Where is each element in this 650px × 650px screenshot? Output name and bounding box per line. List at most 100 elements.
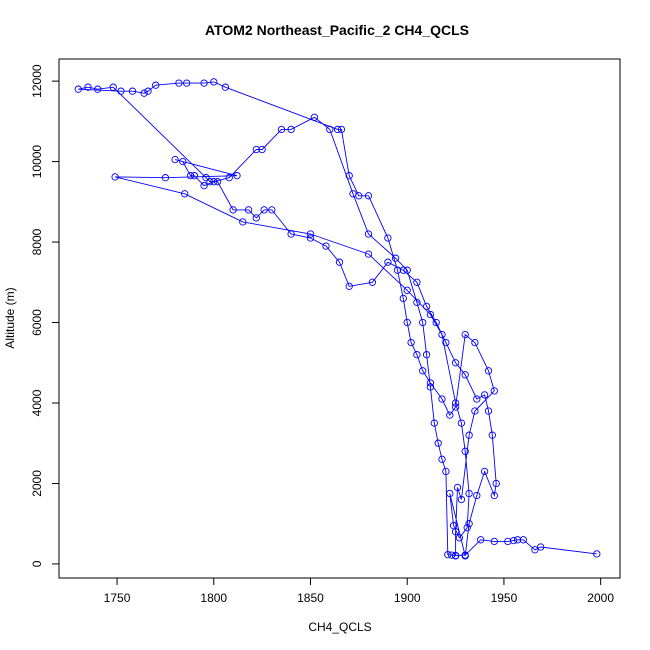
y-tick-label: 2000 [30, 470, 44, 497]
data-point [306, 234, 315, 242]
y-axis-label: Altitude (m) [3, 287, 17, 348]
data-point [287, 125, 295, 134]
y-axis: 0 2000 4000 6000 8000 10000 12000 [30, 64, 60, 567]
data-point [384, 258, 392, 266]
x-axis-label: CH4_QCLS [308, 620, 371, 634]
data-point [438, 330, 446, 339]
data-point [310, 113, 319, 121]
data-point [426, 383, 435, 391]
y-tick-label: 6000 [30, 309, 44, 336]
data-point [451, 359, 460, 367]
data-point [200, 182, 208, 190]
data-point [140, 89, 148, 97]
data-point [465, 520, 473, 528]
data-point [335, 258, 344, 266]
x-tick-label: 1900 [394, 591, 421, 605]
data-point [225, 174, 233, 182]
data-point [345, 282, 353, 290]
data-point [210, 78, 218, 86]
data-point [442, 467, 450, 476]
data-point [438, 395, 446, 403]
data-point [438, 455, 446, 463]
data-point [461, 330, 469, 339]
data-point [407, 338, 415, 347]
data-point [161, 174, 170, 182]
data-point [252, 145, 260, 154]
data-point [213, 178, 222, 186]
data-point [451, 552, 460, 560]
data-point [221, 83, 230, 91]
data-point [434, 439, 442, 447]
data-point [453, 483, 462, 492]
x-tick-label: 1950 [491, 591, 518, 605]
y-tick-label: 12000 [30, 64, 44, 98]
data-point [432, 318, 440, 327]
data-point [364, 250, 373, 258]
x-tick-label: 2000 [587, 591, 614, 605]
data-point [430, 419, 438, 427]
data-point [480, 467, 489, 476]
data-point [509, 536, 518, 545]
data-point [152, 81, 160, 89]
y-tick-label: 10000 [30, 145, 44, 179]
data-point [444, 551, 452, 559]
data-point [490, 491, 498, 500]
data-point [364, 192, 373, 200]
data-point [175, 79, 183, 87]
data-point [233, 172, 241, 180]
data-point [384, 234, 392, 242]
data-point [473, 491, 481, 500]
data-point [94, 85, 102, 93]
data-point [593, 550, 601, 558]
data-point [144, 87, 152, 95]
data-point [413, 351, 421, 359]
series-line-path [78, 81, 597, 557]
data-point [422, 302, 431, 311]
data-point [74, 85, 82, 93]
data-point [111, 173, 119, 181]
data-point [457, 419, 466, 427]
data-point [519, 536, 527, 544]
data-point [473, 395, 481, 403]
data-point [393, 266, 402, 274]
data-point [287, 230, 295, 238]
y-tick-label: 8000 [30, 228, 44, 255]
data-point [322, 242, 330, 250]
data-point [355, 192, 363, 200]
data-point [403, 266, 411, 274]
data-point [419, 367, 427, 375]
data-point [457, 495, 466, 504]
data-point [484, 407, 493, 415]
data-point [480, 391, 489, 399]
data-point [128, 87, 137, 95]
data-point [403, 318, 411, 327]
data-point [451, 403, 460, 411]
data-point [333, 125, 342, 134]
data-point [531, 546, 539, 554]
data-point [455, 534, 464, 542]
series-line [78, 81, 597, 557]
data-point [451, 399, 460, 407]
data-point [399, 266, 407, 274]
x-axis: 1750 1800 1850 1900 1950 2000 [104, 577, 614, 605]
data-point [117, 87, 125, 95]
data-point [181, 190, 189, 198]
data-point [206, 178, 214, 186]
data-point [186, 172, 195, 180]
data-point [337, 125, 346, 134]
data-point [537, 543, 545, 551]
data-point [258, 145, 266, 154]
data-point [84, 83, 92, 91]
x-tick-label: 1850 [297, 591, 324, 605]
data-point [465, 489, 473, 498]
data-point [513, 536, 522, 544]
data-point [202, 174, 210, 182]
data-point [461, 371, 469, 379]
data-point [239, 218, 247, 226]
data-point [484, 367, 493, 375]
data-point [461, 552, 469, 560]
data-point [364, 230, 373, 238]
chart-title: ATOM2 Northeast_Pacific_2 CH4_QCLS [205, 22, 469, 38]
data-point [244, 206, 253, 214]
